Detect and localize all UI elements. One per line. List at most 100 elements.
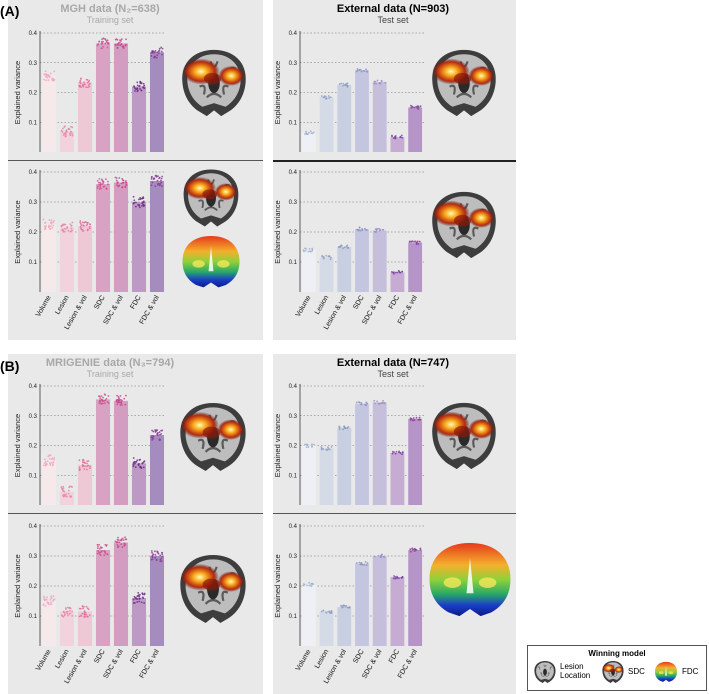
data-point bbox=[139, 82, 142, 85]
data-point bbox=[106, 39, 109, 42]
bar-sdc bbox=[95, 43, 111, 152]
data-point bbox=[140, 204, 143, 207]
data-point bbox=[391, 452, 394, 455]
data-point bbox=[83, 81, 85, 84]
data-point bbox=[99, 184, 102, 187]
data-point bbox=[118, 401, 121, 404]
y-tick-label: 0.3 bbox=[289, 554, 298, 560]
y-tick-label: 0.1 bbox=[29, 260, 38, 266]
data-point bbox=[61, 127, 64, 130]
data-point bbox=[340, 82, 343, 85]
data-point bbox=[98, 188, 101, 191]
data-point bbox=[118, 541, 121, 544]
data-point bbox=[155, 175, 158, 178]
data-point bbox=[394, 452, 397, 455]
data-point bbox=[380, 79, 383, 82]
data-point bbox=[102, 400, 105, 402]
data-point bbox=[360, 403, 363, 406]
bar-lesion-vol bbox=[337, 247, 352, 292]
data-point bbox=[135, 201, 137, 204]
data-point bbox=[415, 416, 418, 419]
chart-A4: 0.1 0.2 0.3 0.4 Explained variance Volume Lesi… bbox=[273, 170, 424, 331]
data-point bbox=[83, 612, 86, 615]
data-point bbox=[312, 131, 315, 134]
bar-sdc-vol bbox=[372, 556, 387, 646]
data-point bbox=[51, 226, 54, 229]
data-point bbox=[140, 89, 143, 92]
data-point bbox=[107, 402, 110, 404]
bar-volume bbox=[41, 76, 57, 152]
data-point bbox=[373, 399, 376, 402]
y-tick-label: 0.4 bbox=[29, 524, 38, 530]
data-point bbox=[117, 545, 120, 548]
x-tick-label: Lesion bbox=[54, 648, 70, 669]
data-point bbox=[63, 132, 65, 135]
data-point bbox=[323, 95, 326, 98]
data-point bbox=[81, 612, 84, 615]
data-point bbox=[150, 55, 153, 57]
bar-fdc-vol bbox=[408, 242, 423, 292]
data-point bbox=[328, 448, 331, 451]
data-point bbox=[320, 448, 323, 451]
data-point bbox=[409, 104, 412, 107]
data-point bbox=[63, 230, 66, 233]
bar-lesion-vol bbox=[337, 607, 352, 646]
data-point bbox=[107, 183, 109, 186]
data-point bbox=[365, 404, 368, 407]
data-point bbox=[50, 222, 53, 225]
header-A-left: MGH data (N₂=638) Training set bbox=[10, 3, 210, 25]
data-point bbox=[139, 198, 142, 200]
bar-lesion-vol bbox=[337, 427, 352, 505]
bar-fdc-vol bbox=[149, 556, 165, 646]
data-point bbox=[393, 575, 395, 577]
data-point bbox=[97, 550, 100, 552]
data-point bbox=[46, 74, 49, 76]
x-tick-label: Lesion bbox=[54, 294, 70, 315]
sdc-brain-icon bbox=[601, 660, 625, 684]
data-point bbox=[116, 541, 119, 544]
data-point bbox=[359, 229, 362, 232]
data-point bbox=[79, 82, 82, 85]
y-tick-label: 0.1 bbox=[289, 614, 298, 620]
bar-lesion bbox=[319, 611, 334, 646]
data-point bbox=[411, 547, 414, 550]
data-point bbox=[378, 229, 381, 232]
data-point bbox=[150, 177, 153, 180]
y-tick-label: 0.4 bbox=[29, 384, 38, 390]
data-point bbox=[329, 96, 332, 99]
data-point bbox=[64, 607, 67, 609]
data-point bbox=[42, 218, 45, 221]
data-point bbox=[161, 555, 164, 558]
y-tick-label: 0.3 bbox=[289, 61, 298, 67]
data-point bbox=[47, 602, 50, 604]
data-point bbox=[302, 584, 305, 587]
data-point bbox=[101, 182, 104, 185]
data-point bbox=[137, 592, 140, 594]
bar-sdc-vol bbox=[372, 230, 387, 292]
data-point bbox=[393, 272, 395, 275]
data-point bbox=[103, 554, 106, 557]
data-point bbox=[119, 404, 122, 406]
data-point bbox=[86, 81, 89, 84]
data-point bbox=[310, 132, 313, 135]
data-point bbox=[142, 597, 145, 599]
bar-sdc-vol bbox=[372, 402, 387, 505]
data-point bbox=[160, 177, 163, 180]
data-point bbox=[400, 134, 403, 137]
data-point bbox=[305, 130, 308, 133]
data-point bbox=[65, 130, 68, 133]
data-point bbox=[139, 88, 141, 90]
data-point bbox=[102, 37, 105, 40]
data-point bbox=[124, 536, 126, 539]
data-point bbox=[125, 38, 127, 41]
x-tick-label: SDC bbox=[352, 295, 365, 311]
data-point bbox=[119, 39, 121, 42]
data-point bbox=[338, 425, 340, 428]
data-point bbox=[99, 554, 102, 557]
data-point bbox=[52, 595, 55, 598]
x-tick-label: SDC bbox=[93, 295, 106, 311]
data-point bbox=[45, 79, 48, 82]
data-point bbox=[84, 462, 86, 465]
data-point bbox=[98, 553, 101, 555]
data-point bbox=[67, 489, 70, 492]
